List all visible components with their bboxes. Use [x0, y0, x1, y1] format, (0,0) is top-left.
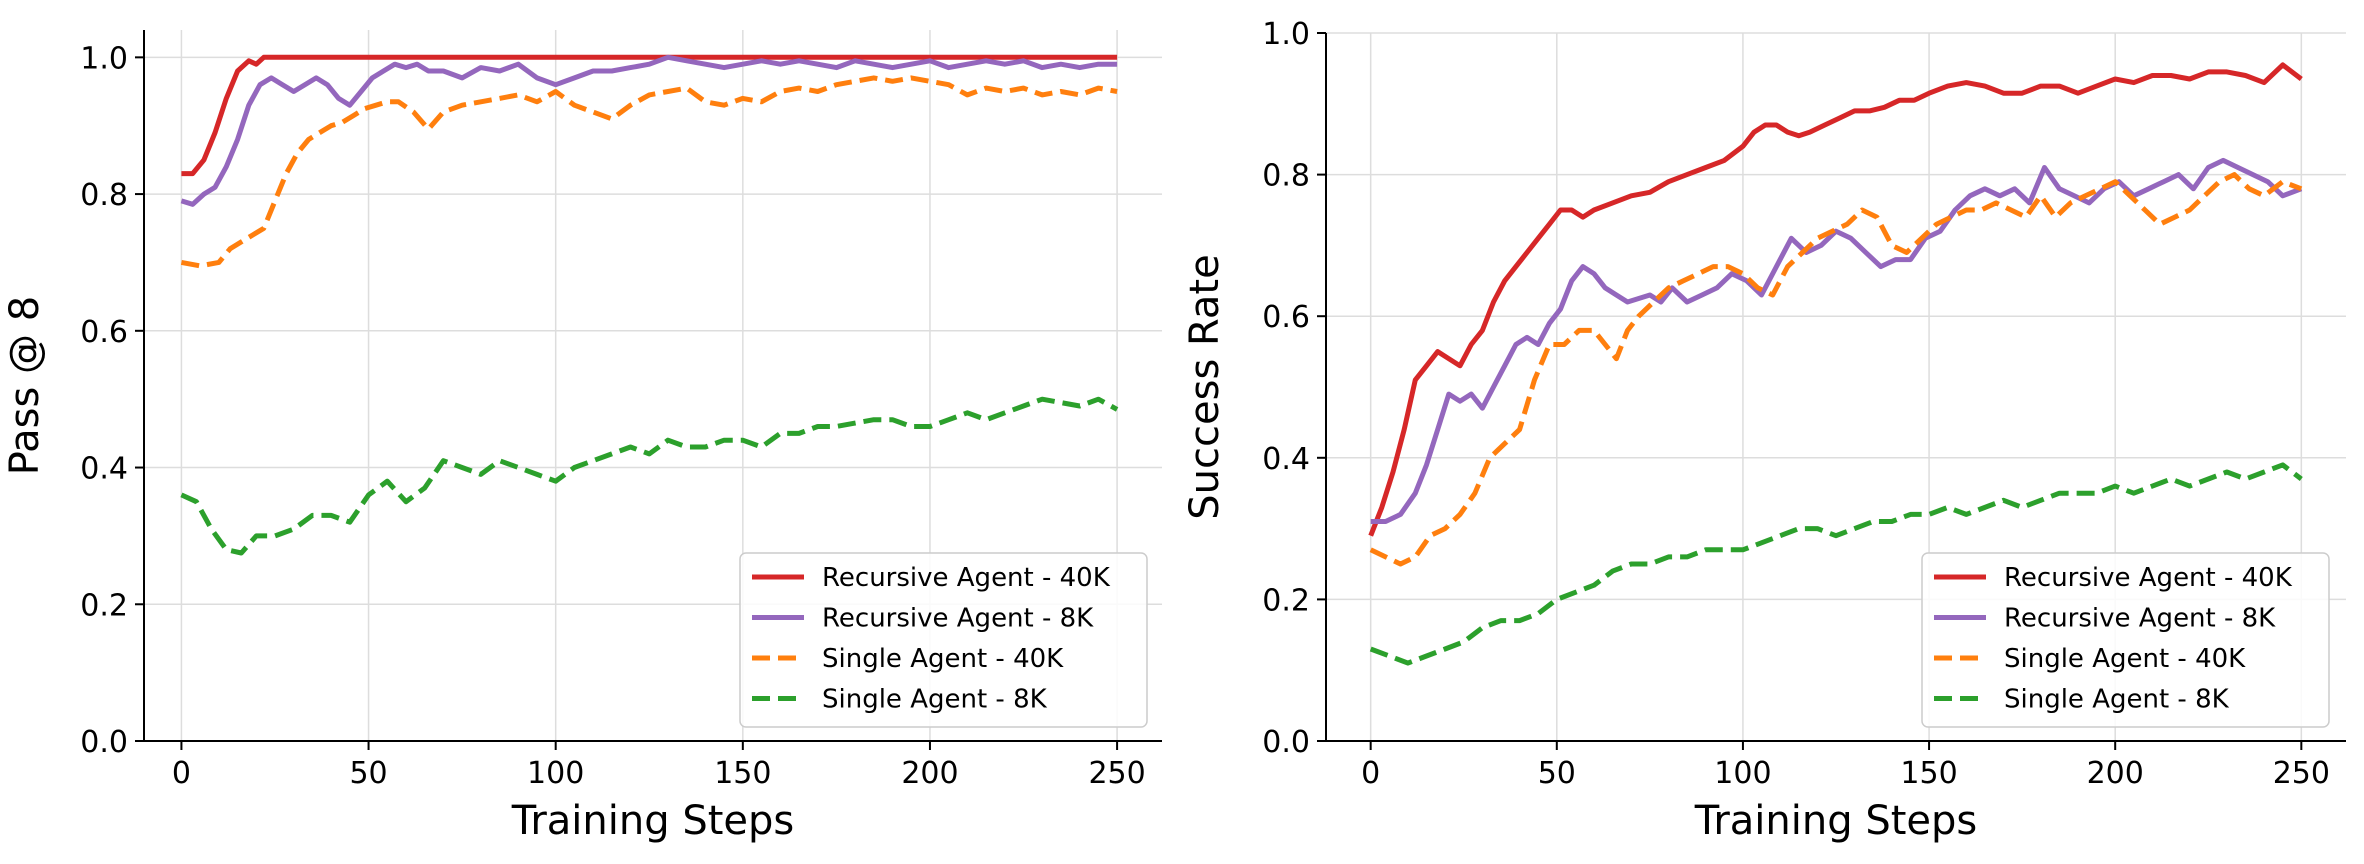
series-line-4	[1369, 462, 2303, 666]
legend-entry-label: Recursive Agent - 8K	[2004, 604, 2276, 634]
legend-entry-label: Single Agent - 8K	[822, 685, 1048, 715]
legend: Recursive Agent - 40K Recursive Agent - 8…	[739, 552, 1148, 728]
series-line-2	[180, 54, 1118, 207]
x-tick-label: 100	[527, 756, 584, 791]
series-line-3	[180, 75, 1118, 269]
chart-panel-2: 0 50 100 150 200 250 0.0 0.2 0.4 0.6 0.8 1.0 Trainin…	[1182, 17, 2346, 844]
x-tick-label: 150	[714, 756, 771, 791]
y-tick-label: 0.2	[80, 588, 128, 623]
y-tick-label: 0.6	[80, 315, 128, 350]
legend-entry-label: Recursive Agent - 40K	[822, 563, 1111, 593]
legend-entry-label: Recursive Agent - 40K	[2004, 563, 2293, 593]
x-axis-title: Training Steps	[511, 798, 794, 844]
y-tick-label: 0.2	[1262, 583, 1310, 618]
y-tick-label: 0.6	[1262, 300, 1310, 335]
x-tick-label: 200	[901, 756, 958, 791]
x-tick-label: 0	[1361, 756, 1380, 791]
x-tick-label: 150	[1900, 756, 1957, 791]
x-tick-label: 250	[2273, 756, 2330, 791]
y-tick-label: 1.0	[1262, 17, 1310, 52]
x-tick-label: 0	[172, 756, 191, 791]
series-line-1	[181, 54, 1118, 177]
y-tick-label: 0.0	[80, 725, 128, 760]
legend-entry-label: Recursive Agent - 8K	[822, 604, 1094, 634]
legend-entry-label: Single Agent - 40K	[2004, 644, 2246, 674]
series-line-3	[1369, 172, 2303, 567]
y-axis-title: Success Rate	[1182, 254, 1228, 519]
legend-entry-label: Single Agent - 40K	[822, 644, 1064, 674]
y-tick-label: 0.4	[80, 452, 128, 487]
x-tick-label: 200	[2087, 756, 2144, 791]
legend: Recursive Agent - 40K Recursive Agent - 8…	[1921, 552, 2330, 728]
y-tick-label: 0.0	[1262, 725, 1310, 760]
x-axis-title: Training Steps	[1694, 798, 1977, 844]
chart-panel-1: 0 50 100 150 200 250 0.0 0.2 0.4 0.6 0.8 1.0 Trainin…	[2, 30, 1162, 844]
series-line-4	[180, 396, 1119, 556]
y-tick-label: 0.8	[80, 178, 128, 213]
legend-entry-label: Single Agent - 8K	[2004, 685, 2230, 715]
x-tick-label: 50	[1538, 756, 1576, 791]
x-tick-label: 50	[349, 756, 387, 791]
legend-box	[739, 552, 1148, 728]
y-tick-label: 0.8	[1262, 159, 1310, 194]
y-tick-label: 0.4	[1262, 442, 1310, 477]
x-tick-label: 250	[1088, 756, 1145, 791]
legend-box	[1921, 552, 2330, 728]
series-line-1	[1368, 62, 2303, 537]
x-tick-label: 100	[1714, 756, 1771, 791]
y-axis-title: Pass @ 8	[2, 296, 48, 475]
series-line-2	[1370, 157, 2303, 524]
y-tick-label: 1.0	[80, 41, 128, 76]
